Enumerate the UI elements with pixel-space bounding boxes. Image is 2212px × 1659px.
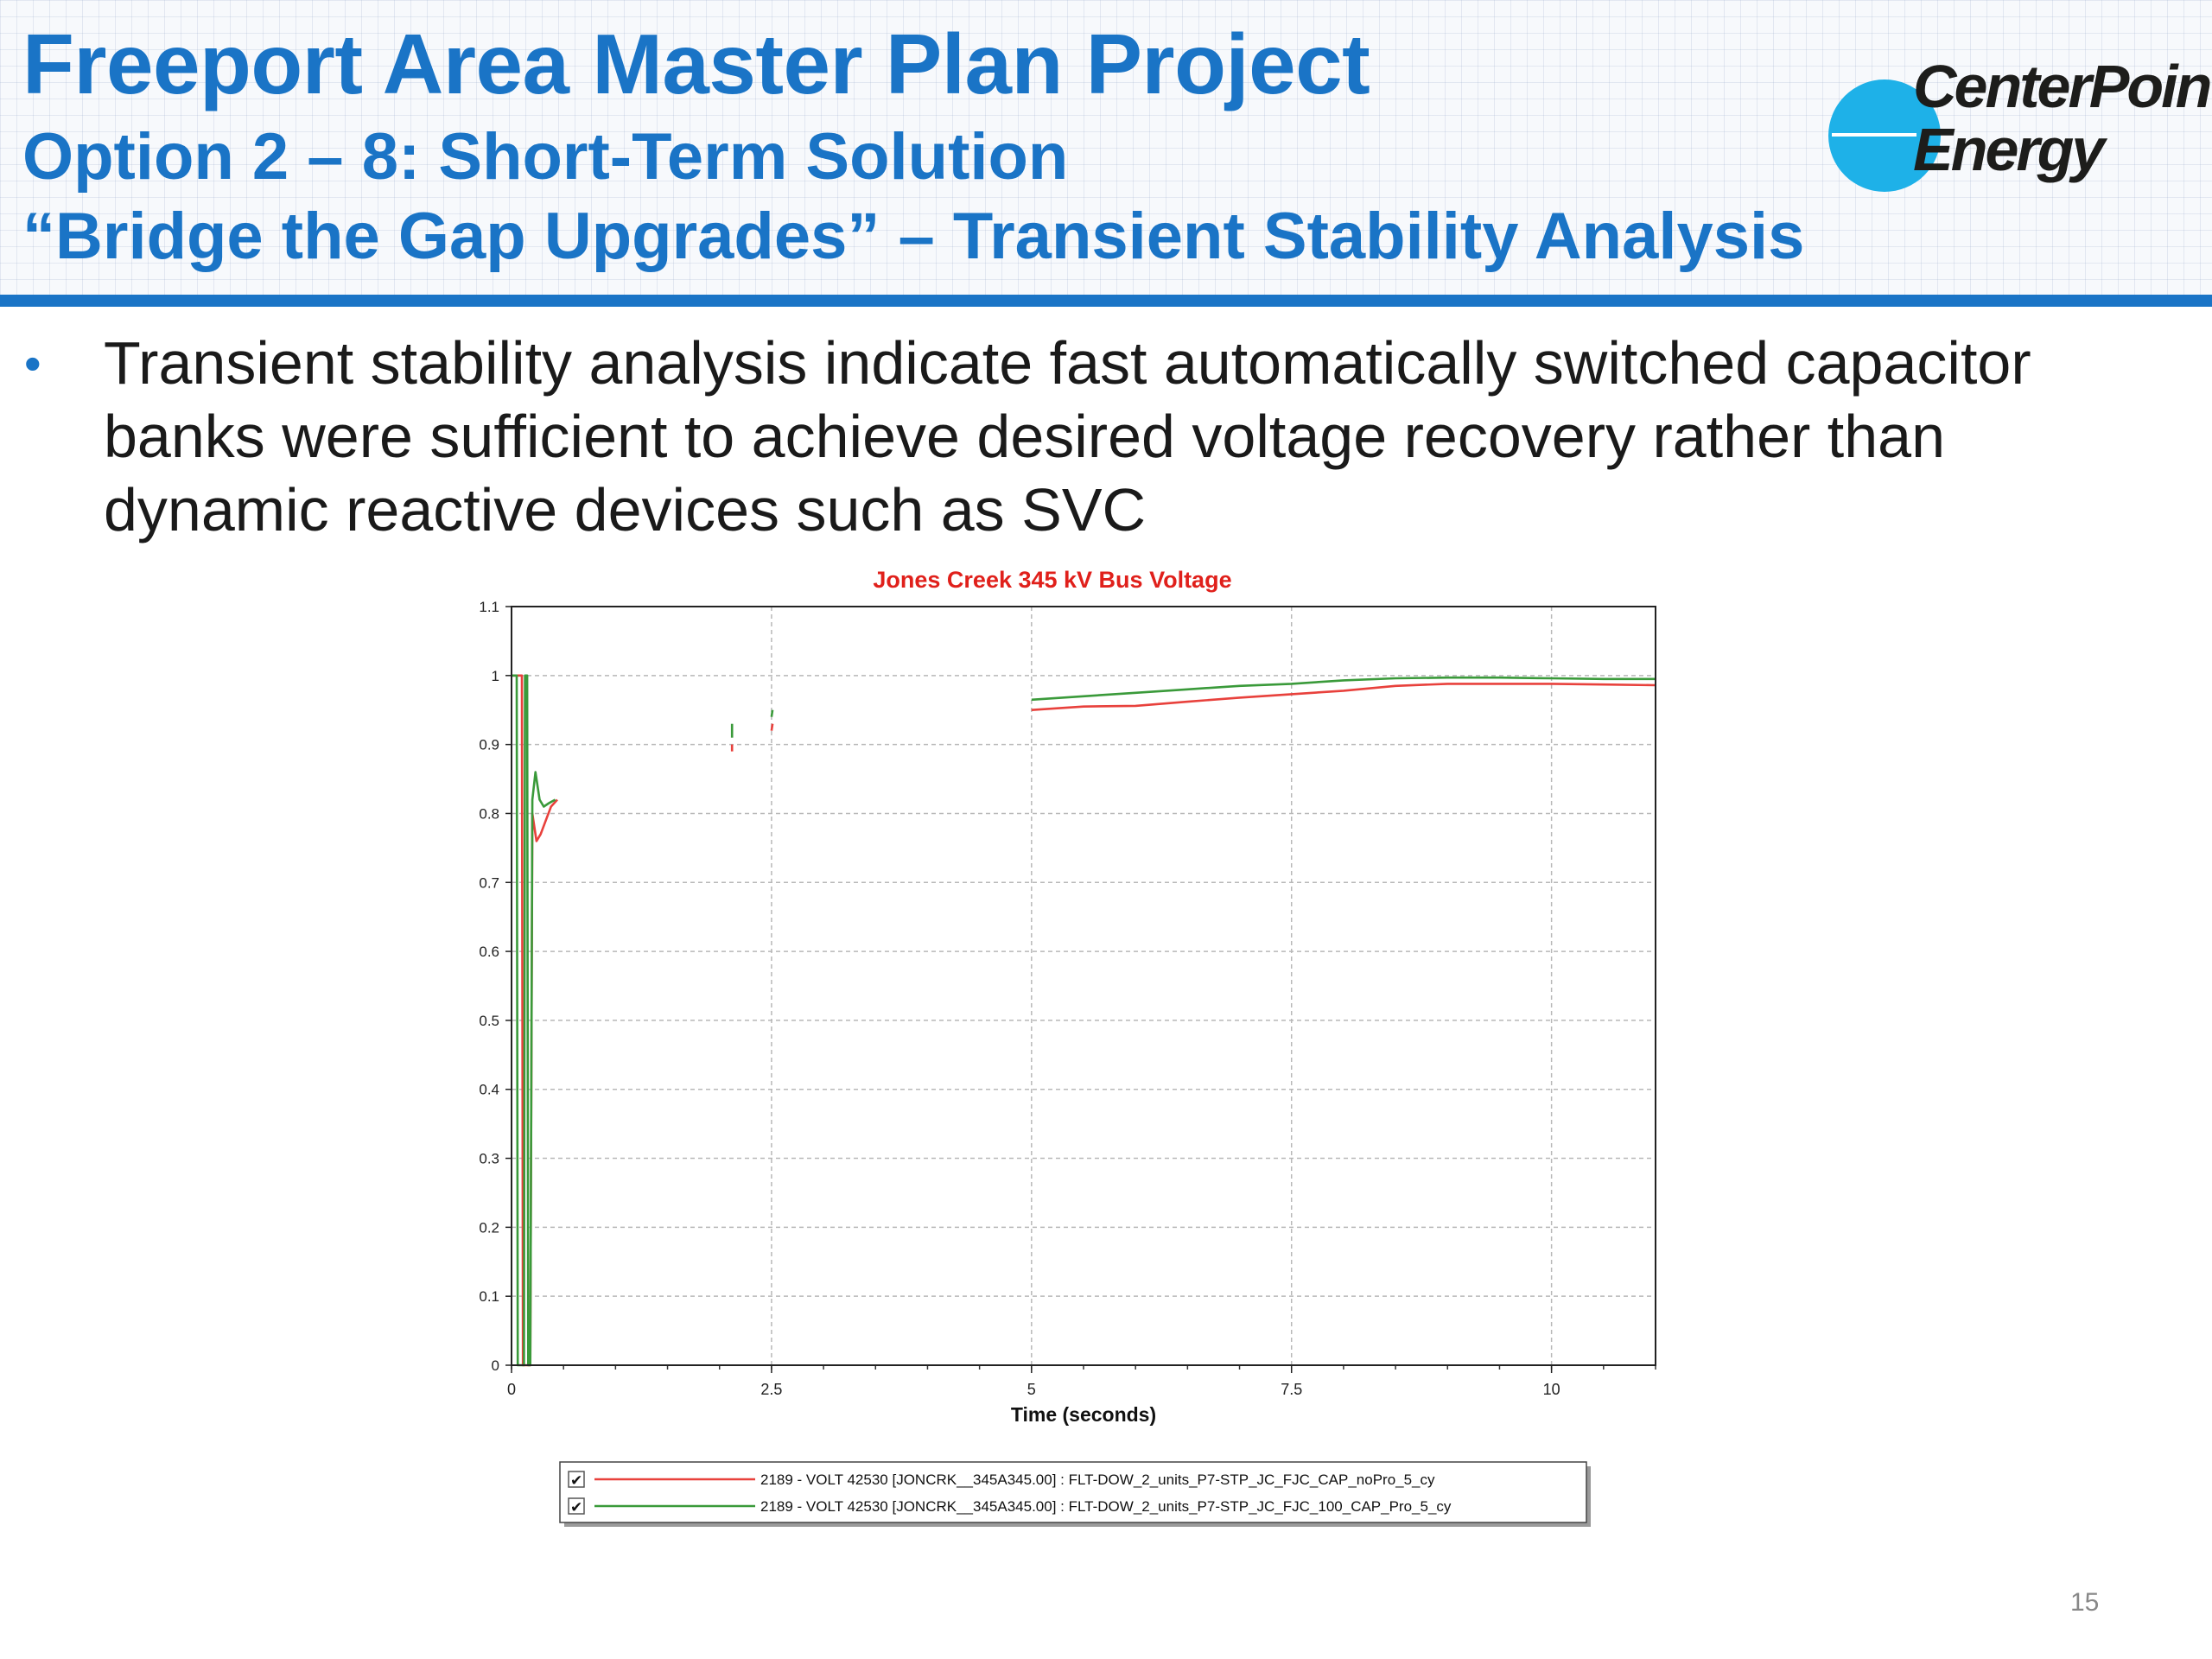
y-tick-label: 0.1 — [479, 1288, 499, 1305]
legend-label: 2189 - VOLT 42530 [JONCRK__345A345.00] :… — [760, 1471, 1435, 1488]
legend-box — [559, 1461, 1587, 1523]
y-tick-label: 0.4 — [479, 1082, 499, 1098]
y-tick-label: 0 — [492, 1357, 499, 1374]
legend-checkbox — [568, 1497, 585, 1515]
chart-title: Jones Creek 345 kV Bus Voltage — [873, 567, 1231, 593]
y-tick-label: 1 — [492, 668, 499, 684]
page-number: 15 — [2070, 1588, 2100, 1617]
legend-check-icon: ✔ — [570, 1499, 582, 1516]
y-tick-label: 0.3 — [479, 1151, 499, 1167]
slide-title: Freeport Area Master Plan Project — [22, 16, 1370, 111]
x-tick-label: 0 — [507, 1381, 516, 1398]
y-tick-label: 0.5 — [479, 1013, 499, 1029]
series-1-line — [512, 674, 558, 1367]
y-tick-label: 1.1 — [479, 599, 499, 615]
series-2-line — [1031, 676, 1656, 702]
bullet-text: Transient stability analysis indicate fa… — [104, 329, 2031, 543]
legend-check-icon: ✔ — [570, 1472, 582, 1490]
y-tick-label: 0.8 — [479, 805, 499, 822]
y-tick-label: 0.9 — [479, 737, 499, 753]
bullet-icon: • — [24, 336, 41, 391]
header-divider — [0, 295, 2212, 307]
plot-frame — [511, 606, 1656, 1366]
logo-text-energy: Energy — [1913, 116, 2105, 183]
x-tick-label: 2.5 — [760, 1381, 782, 1398]
x-tick-label: 10 — [1543, 1381, 1560, 1398]
x-axis-label: Time (seconds) — [1011, 1403, 1156, 1426]
legend-label: 2189 - VOLT 42530 [JONCRK__345A345.00] :… — [760, 1498, 1452, 1515]
legend-checkbox — [568, 1471, 585, 1488]
plot-area — [512, 607, 1656, 1365]
y-tick-label: 0.2 — [479, 1219, 499, 1236]
logo-text-centerpoint: CenterPoint. — [1913, 53, 2212, 120]
logo-line — [1832, 133, 1916, 137]
slide-subtitle-1: Option 2 – 8: Short-Term Solution — [22, 120, 1069, 194]
x-tick-label: 5 — [1027, 1381, 1036, 1398]
x-tick-label: 7.5 — [1281, 1381, 1302, 1398]
y-tick-label: 0.6 — [479, 944, 499, 960]
y-tick-label: 0.7 — [479, 874, 499, 891]
series-1-line — [1031, 683, 1656, 711]
slide-subtitle-2: “Bridge the Gap Upgrades” – Transient St… — [22, 200, 1805, 273]
